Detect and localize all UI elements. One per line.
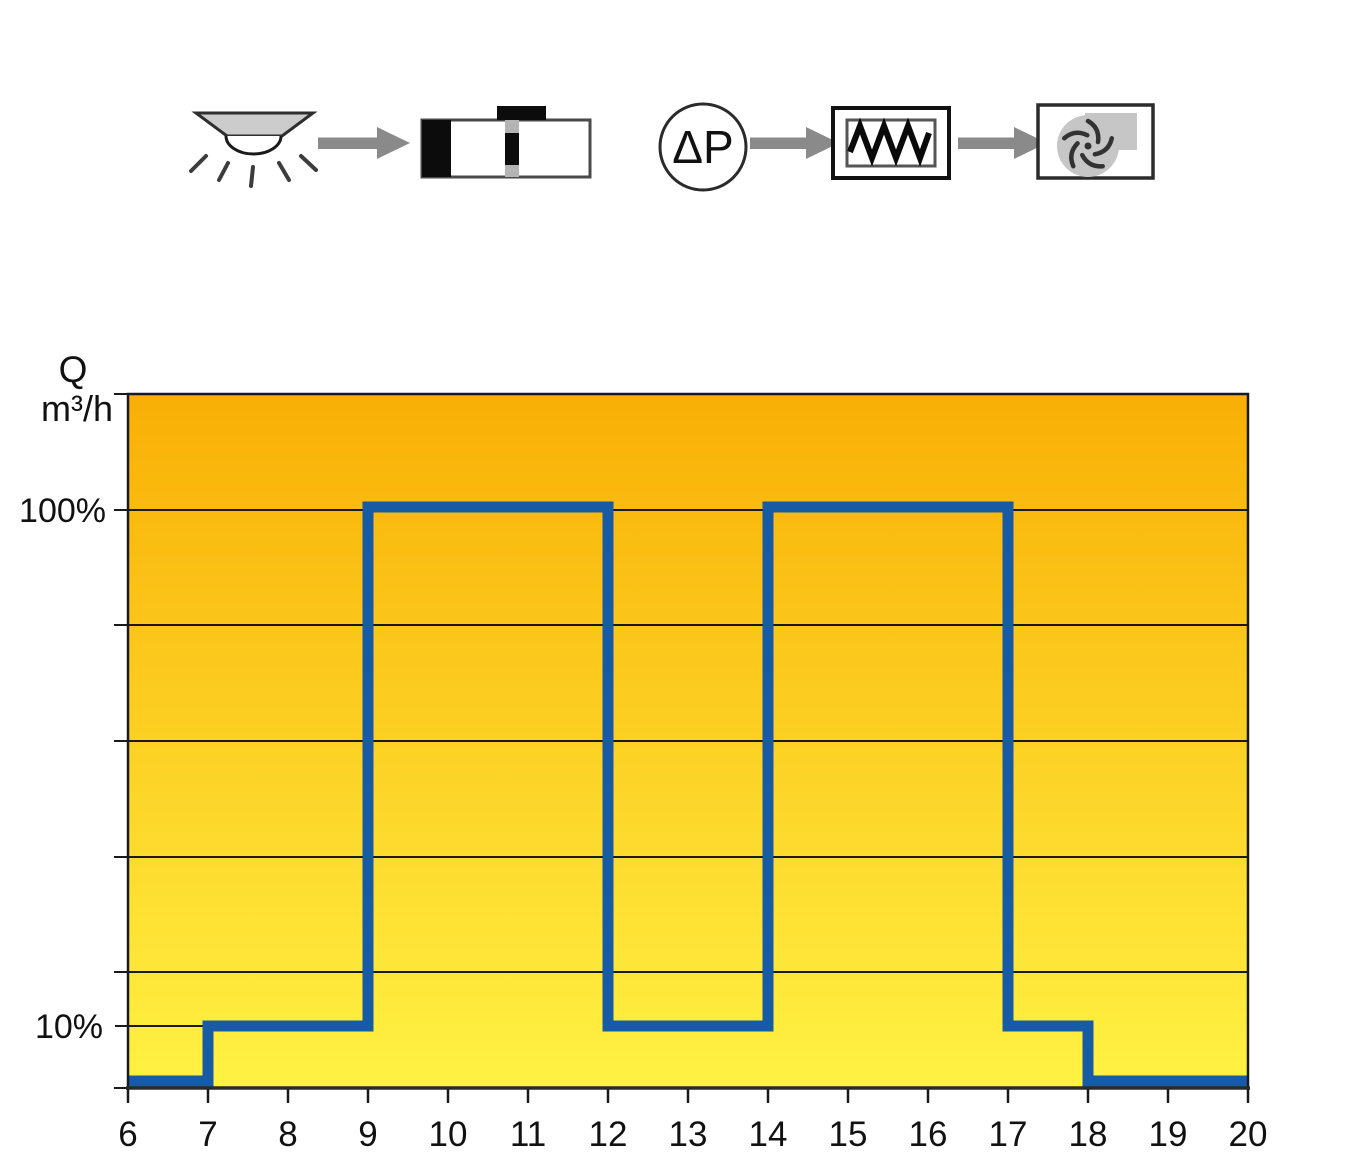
lamp-bulb (224, 135, 283, 156)
x-tick-label: 11 (510, 1115, 546, 1154)
x-tick-label: 17 (989, 1115, 1028, 1154)
fan-blades (1061, 118, 1115, 169)
duct-inlet-block (422, 120, 451, 177)
gridlines (128, 509, 1248, 973)
flow-diagram: ΔP (189, 102, 1155, 192)
x-tick-label: 16 (909, 1115, 948, 1154)
damper-actuator (497, 106, 546, 120)
x-tick-label: 8 (278, 1115, 297, 1154)
y-label-100-percent: 100% (19, 492, 106, 530)
resistor-zigzag (847, 117, 932, 167)
delta-p-sensor-icon: ΔP (658, 102, 748, 192)
y-axis-ticks (114, 393, 127, 1089)
delta-p-label: ΔP (672, 121, 733, 173)
heater-controller-icon (831, 106, 951, 180)
fan-hub (1084, 142, 1092, 150)
x-tick-label: 12 (589, 1115, 628, 1154)
arrow-right-icon (318, 127, 410, 159)
y-axis-title-unit: m³/h (41, 388, 113, 429)
y-axis-title-q: Q (59, 349, 88, 390)
duct-damper-icon (420, 106, 592, 179)
x-tick-label: 6 (118, 1115, 137, 1154)
x-tick-label: 20 (1229, 1115, 1268, 1154)
x-axis-labels: 6 7 8 9 10 11 12 13 14 15 16 17 18 19 20 (118, 1115, 1267, 1154)
arrow-right-icon (750, 127, 839, 159)
light-rays (189, 154, 318, 188)
x-tick-label: 9 (358, 1115, 377, 1154)
x-tick-label: 19 (1149, 1115, 1188, 1154)
damper-blade-top (505, 120, 519, 133)
x-tick-label: 10 (429, 1115, 468, 1154)
x-tick-label: 14 (749, 1115, 788, 1154)
x-tick-label: 15 (829, 1115, 868, 1154)
delta-p-circle (658, 102, 748, 192)
x-tick-label: 13 (669, 1115, 708, 1154)
x-tick-label: 7 (198, 1115, 217, 1154)
x-axis-ticks (126, 1089, 1250, 1103)
y-label-10-percent: 10% (35, 1008, 103, 1046)
fan-icon (1036, 103, 1155, 180)
airflow-step-line (128, 501, 1248, 1087)
damper-blade-bottom (505, 165, 519, 177)
x-tick-label: 18 (1069, 1115, 1108, 1154)
ceiling-light-icon (189, 111, 318, 188)
arrow-right-icon (958, 127, 1047, 159)
damper-blade-mid (505, 133, 519, 165)
